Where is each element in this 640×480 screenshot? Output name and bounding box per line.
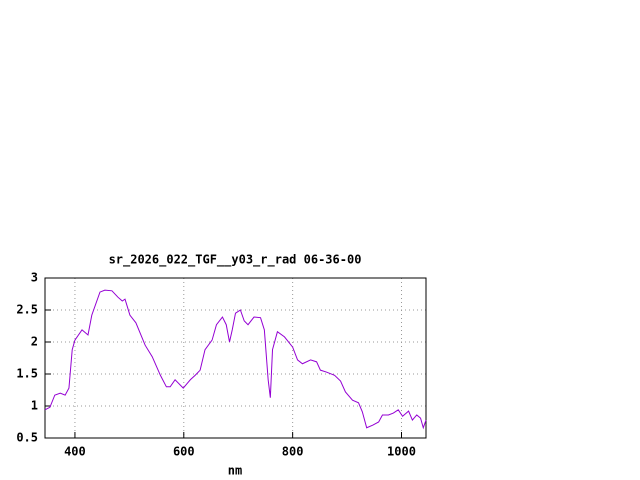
y-tick-label: 1.5 (16, 367, 38, 381)
x-tick-label: 400 (64, 445, 86, 459)
y-tick-label: 0.5 (16, 431, 38, 445)
plot-frame (44, 277, 427, 439)
x-tick-label: 1000 (387, 445, 416, 459)
x-tick-label: 600 (173, 445, 195, 459)
y-tick-label: 1 (31, 399, 38, 413)
x-axis-label: nm (228, 464, 242, 478)
y-tick-label: 2.5 (16, 303, 38, 317)
chart-title: sr_2026_022_TGF__y03_r_rad 06-36-00 (109, 253, 362, 268)
y-tick-label: 2 (31, 335, 38, 349)
y-tick-label: 3 (31, 271, 38, 285)
x-tick-label: 800 (282, 445, 304, 459)
data-line (44, 289, 427, 430)
